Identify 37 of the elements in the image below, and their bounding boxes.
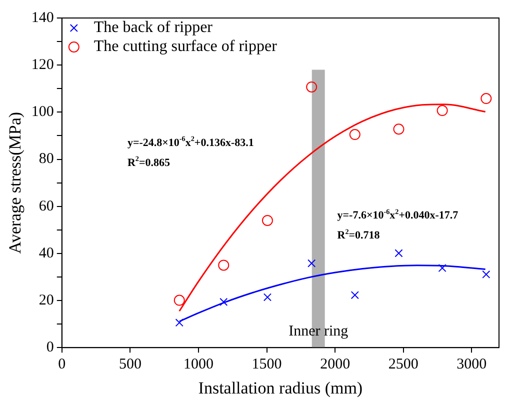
x-tick-label: 1000 [183,356,214,373]
point [308,259,316,268]
point [436,105,448,116]
point [438,264,446,272]
y-tick-label: 20 [38,292,54,308]
legend-label: The cutting surface of ripper [94,38,278,56]
point [480,93,492,104]
point [175,318,184,327]
y-tick-label: 140 [31,10,54,26]
y-tick-label: 100 [31,104,54,120]
x-tick-label: 500 [118,356,142,373]
point [394,249,403,258]
point [350,291,359,300]
point [263,293,272,302]
point [306,81,318,92]
x-tick-label: 1500 [252,356,282,373]
x-tick-label: 2000 [320,356,350,373]
y-axis-title: Average stress(MPa) [6,112,25,254]
line-series [178,264,486,322]
point [174,294,185,306]
point [218,260,230,271]
band-label: Inner ring [288,324,349,340]
x-tick-label: 0 [58,356,66,373]
x-tick-label: 3000 [456,356,487,373]
x-axis-title: Installation radius (mm) [198,378,363,398]
x-tick-label: 2500 [388,356,418,373]
y-tick-label: 40 [38,245,54,262]
y-tick-label: 0 [46,340,54,356]
point [220,298,228,306]
y-tick-label: 120 [31,57,54,74]
point [393,124,404,135]
point [482,270,490,278]
point [262,214,273,226]
y-tick-label: 60 [38,198,54,214]
legend-label: The back of ripper [94,19,214,36]
y-tick-label: 80 [38,151,54,168]
point [349,129,360,140]
